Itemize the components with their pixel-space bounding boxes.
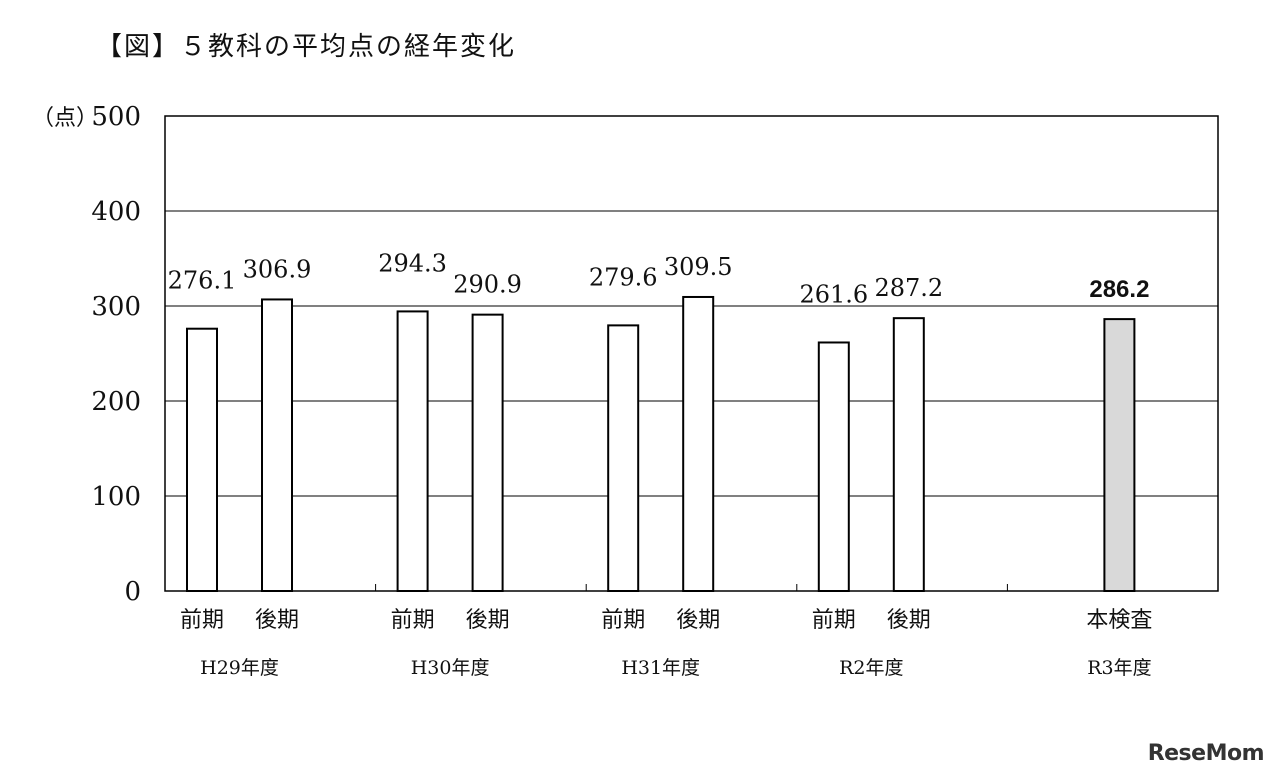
resemom-logo: ReseMom — [1147, 741, 1265, 766]
data-label: 279.6 — [589, 263, 658, 291]
data-label: 261.6 — [799, 280, 868, 308]
data-label: 290.9 — [453, 271, 522, 299]
y-tick-label: 300 — [91, 292, 141, 322]
x-group-label: R3年度 — [1087, 657, 1151, 679]
x-category-label: 後期 — [466, 608, 510, 633]
x-group-label: H29年度 — [200, 657, 279, 679]
bar — [186, 327, 218, 592]
chart-title: 【図】５教科の平均点の経年変化 — [96, 32, 517, 62]
bar — [471, 313, 504, 592]
x-group-label: H31年度 — [621, 657, 700, 679]
x-category-label: 後期 — [887, 608, 931, 633]
y-tick-label: 0 — [124, 577, 141, 607]
data-label: 309.5 — [664, 253, 733, 281]
y-axis-unit-label: （点） — [32, 106, 98, 131]
bar — [817, 341, 850, 593]
data-label: 276.1 — [168, 267, 237, 295]
y-tick-label: 500 — [91, 102, 141, 132]
x-category-label: 前期 — [812, 608, 856, 633]
x-category-label: 後期 — [255, 608, 299, 633]
y-tick-label: 100 — [91, 482, 141, 512]
y-tick-label: 400 — [91, 197, 141, 227]
x-category-label: 前期 — [391, 608, 435, 633]
x-category-label: 本検査 — [1086, 608, 1152, 633]
data-label: 306.9 — [243, 255, 312, 283]
data-label: 286.2 — [1089, 276, 1149, 303]
bar — [396, 310, 429, 592]
data-label: 294.3 — [378, 249, 447, 277]
x-category-label: 前期 — [180, 608, 224, 633]
bar — [892, 317, 925, 592]
x-group-label: R2年度 — [839, 657, 903, 679]
bar — [1103, 318, 1136, 592]
x-group-label: H30年度 — [411, 657, 490, 679]
bar — [607, 324, 640, 592]
x-category-label: 後期 — [676, 608, 720, 633]
y-tick-label: 200 — [91, 387, 141, 417]
x-category-label: 前期 — [601, 608, 645, 633]
bar — [682, 295, 715, 592]
data-label: 287.2 — [874, 274, 943, 302]
bar — [261, 298, 293, 592]
